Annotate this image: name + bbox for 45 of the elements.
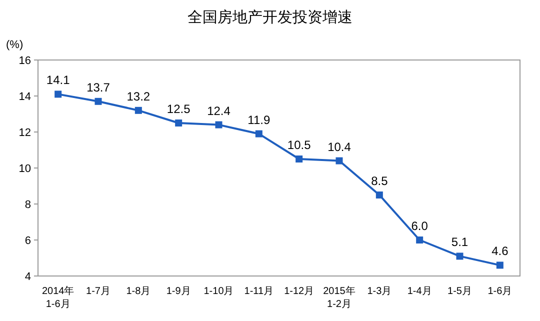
x-tick-label: 1-8月 — [126, 286, 151, 297]
data-label: 13.2 — [126, 89, 150, 104]
x-tick-label: 1-12月 — [284, 286, 314, 297]
point — [94, 98, 102, 105]
chart-title: 全国房地产开发投资增速 — [188, 9, 352, 26]
data-label: 11.9 — [248, 112, 270, 127]
y-tick-label: 10 — [18, 163, 31, 175]
point — [296, 156, 303, 162]
point — [255, 130, 262, 138]
x-tick-label: 1-10月 — [204, 286, 234, 297]
y-tick-label: 4 — [24, 271, 31, 283]
x-tick-label: 1-4月 — [407, 286, 432, 297]
data-label: 13.7 — [86, 80, 110, 94]
x-tick-label: 1-6月 — [488, 286, 512, 297]
y-tick-label: 14 — [18, 91, 31, 103]
point — [134, 106, 142, 114]
x-tick-label: 1-3月 — [367, 286, 392, 297]
y-tick-label: 16 — [18, 55, 31, 67]
data-label: 10.4 — [328, 140, 352, 154]
data-label: 8.5 — [371, 174, 388, 188]
data-label: 6.0 — [411, 219, 428, 233]
y-axis-title: (%) — [6, 39, 24, 51]
x-tick-label: 2015年 1-2月 — [323, 285, 356, 310]
data-label: 14.1 — [46, 73, 70, 88]
point — [54, 90, 62, 98]
data-label: 12.4 — [207, 104, 231, 118]
x-tick-label: 2014年 1-6月 — [42, 285, 74, 310]
y-tick-label: 8 — [24, 199, 31, 211]
x-tick-label: 1-7月 — [86, 286, 110, 297]
data-label: 5.1 — [451, 235, 468, 250]
point — [215, 121, 222, 128]
x-tick-label: 1-5月 — [448, 286, 472, 297]
data-label: 10.5 — [287, 138, 312, 152]
y-tick-label: 6 — [24, 235, 31, 247]
point — [456, 252, 464, 260]
point — [376, 192, 383, 198]
data-label: 12.5 — [166, 102, 191, 116]
point — [175, 120, 182, 126]
point — [496, 262, 504, 269]
data-label: 4.6 — [492, 244, 509, 258]
x-tick-label: 1-11月 — [244, 286, 274, 297]
x-tick-label: 1-9月 — [166, 286, 191, 297]
point — [336, 157, 343, 164]
y-tick-label: 12 — [18, 127, 31, 139]
point — [416, 236, 424, 244]
